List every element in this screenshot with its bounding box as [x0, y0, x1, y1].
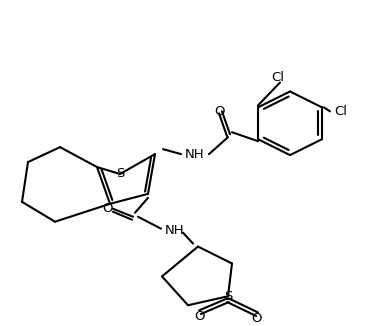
Text: Cl: Cl: [272, 71, 284, 84]
Text: O: O: [195, 310, 205, 323]
Text: O: O: [215, 105, 225, 118]
Text: O: O: [252, 312, 262, 325]
Text: O: O: [103, 202, 113, 215]
Text: S: S: [116, 168, 124, 181]
Text: NH: NH: [185, 148, 205, 161]
Text: S: S: [224, 290, 232, 303]
Text: NH: NH: [165, 224, 185, 237]
Text: Cl: Cl: [334, 105, 347, 118]
